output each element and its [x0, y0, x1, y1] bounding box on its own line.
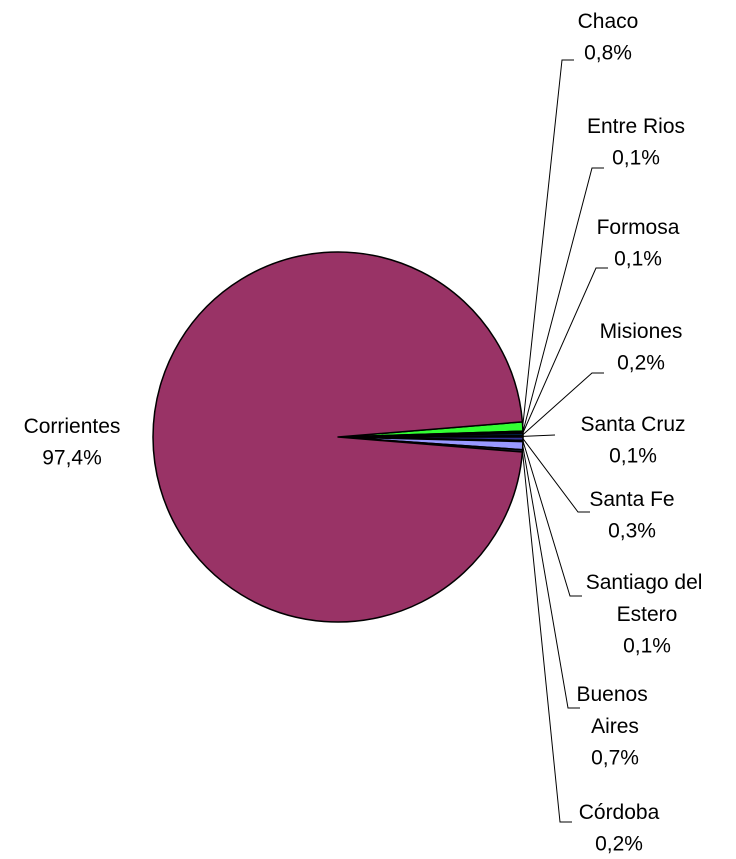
leader-line — [521, 450, 572, 823]
slice-value-label: 0,1% — [612, 147, 660, 170]
slice-value-label: 0,2% — [617, 352, 665, 375]
slice-label: Santa Fe — [589, 488, 674, 511]
leader-line — [522, 440, 582, 597]
slice-label: Santiago del Estero — [586, 571, 709, 626]
leader-line — [522, 372, 604, 435]
slice-label: Buenos Aires — [576, 683, 653, 738]
slice-label: Santa Cruz — [580, 413, 685, 436]
slice-value-label: 0,1% — [609, 445, 657, 468]
slice-label: Misiones — [600, 320, 683, 343]
slice-value-label: 0,8% — [584, 42, 632, 65]
slice-value-label: 0,3% — [608, 520, 656, 543]
slice-label: Formosa — [597, 216, 680, 239]
slice-value-label: 0,2% — [595, 833, 643, 856]
slice-label: Entre Rios — [587, 115, 685, 138]
slice-value-label: 0,1% — [614, 248, 662, 271]
slice-value-label: 0,7% — [591, 747, 639, 770]
leader-line — [522, 445, 580, 709]
slice-value-label: 97,4% — [42, 447, 102, 470]
leader-line — [522, 59, 574, 427]
leader-line — [522, 167, 604, 432]
slice-label: Córdoba — [579, 801, 660, 824]
slice-label: Corrientes — [24, 415, 121, 438]
slice-label: Chaco — [578, 10, 639, 33]
leader-line — [522, 438, 590, 513]
pie-slice — [152, 251, 524, 623]
slice-value-label: 0,1% — [623, 635, 671, 658]
leader-line — [522, 267, 608, 434]
leader-line — [522, 434, 556, 437]
